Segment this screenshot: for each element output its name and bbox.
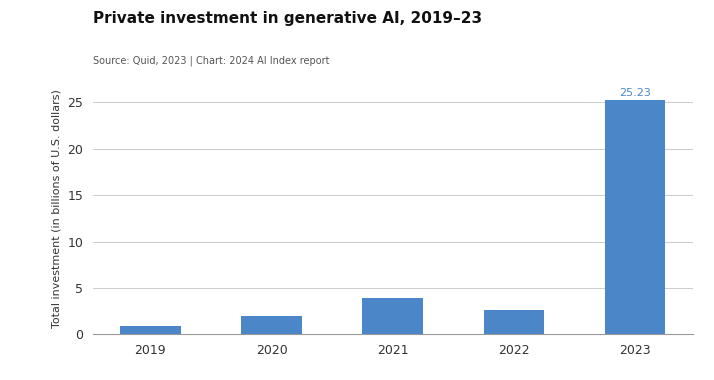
Text: Private investment in generative AI, 2019–23: Private investment in generative AI, 201…: [93, 11, 482, 26]
Bar: [605, 100, 665, 334]
Y-axis label: Total investment (in billions of U.S. dollars): Total investment (in billions of U.S. do…: [51, 90, 61, 328]
Text: 25.23: 25.23: [619, 88, 651, 98]
Bar: [363, 298, 423, 334]
Bar: [241, 316, 302, 334]
Text: Source: Quid, 2023 | Chart: 2024 AI Index report: Source: Quid, 2023 | Chart: 2024 AI Inde…: [93, 55, 329, 66]
Bar: [120, 326, 181, 334]
Bar: [483, 310, 544, 334]
